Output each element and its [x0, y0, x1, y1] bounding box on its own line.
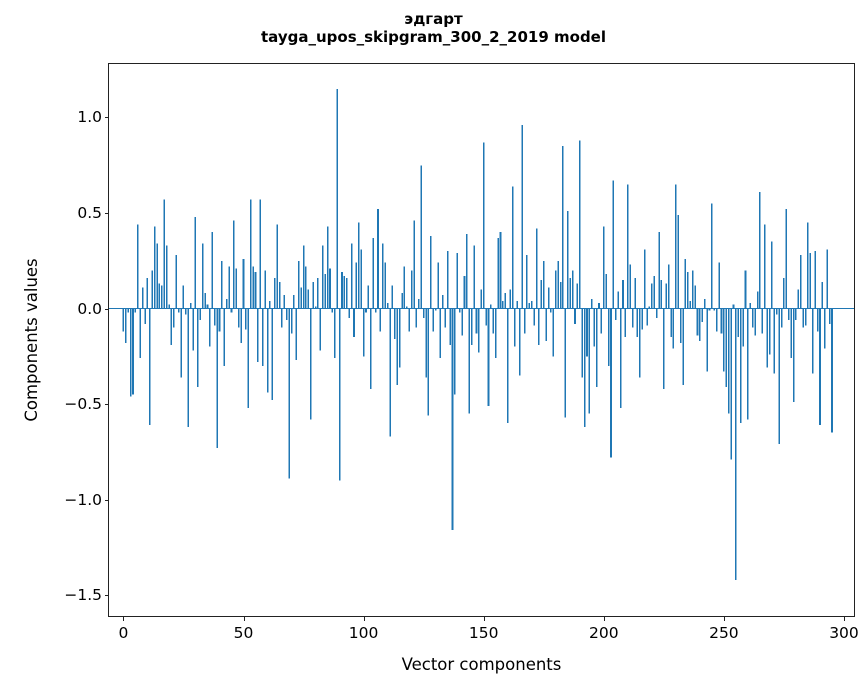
y-tick-label: −1.0: [64, 490, 102, 509]
x-tick-label: 300: [829, 624, 859, 642]
y-tick-label: −0.5: [64, 395, 102, 414]
bar-series: [109, 88, 854, 580]
chart-title-line-2: tayga_upos_skipgram_300_2_2019 model: [261, 28, 606, 47]
y-tick-mark: [104, 213, 109, 214]
x-tick-label: 50: [233, 624, 254, 642]
x-tick-mark: [603, 616, 605, 621]
y-tick-mark: [104, 499, 109, 501]
y-tick-label: 0.5: [77, 204, 102, 222]
x-tick-mark: [843, 616, 845, 621]
y-tick-mark: [104, 117, 109, 119]
y-tick-label: 0.0: [77, 299, 102, 318]
x-tick-label: 0: [118, 624, 129, 642]
y-tick-label: 1.0: [77, 108, 102, 127]
y-tick-mark: [104, 595, 109, 597]
plot-area: [109, 64, 854, 616]
x-tick-mark: [243, 616, 245, 621]
x-tick-label: 200: [589, 624, 619, 642]
x-tick-mark: [123, 616, 125, 621]
y-axis-label: Components values: [22, 258, 41, 422]
x-tick-mark: [483, 616, 485, 621]
x-axis-label: Vector components: [401, 655, 562, 674]
y-tick-mark: [104, 404, 109, 406]
y-tick-mark: [104, 308, 109, 310]
x-tick-label: 100: [348, 624, 379, 642]
x-tick-mark: [723, 616, 725, 621]
x-tick-label: 150: [468, 624, 499, 642]
x-tick-mark: [363, 616, 365, 621]
x-tick-label: 250: [709, 624, 739, 642]
chart-title-line-1: эдгарт: [404, 10, 463, 28]
chart-title: эдгарт tayga_upos_skipgram_300_2_2019 mo…: [0, 10, 867, 47]
plot-axes: 1.0 0.5 0.0 −0.5 −1.0 −1.5 0 50 100 150 200 250 300: [64, 63, 859, 642]
y-tick-label: −1.5: [64, 586, 102, 605]
